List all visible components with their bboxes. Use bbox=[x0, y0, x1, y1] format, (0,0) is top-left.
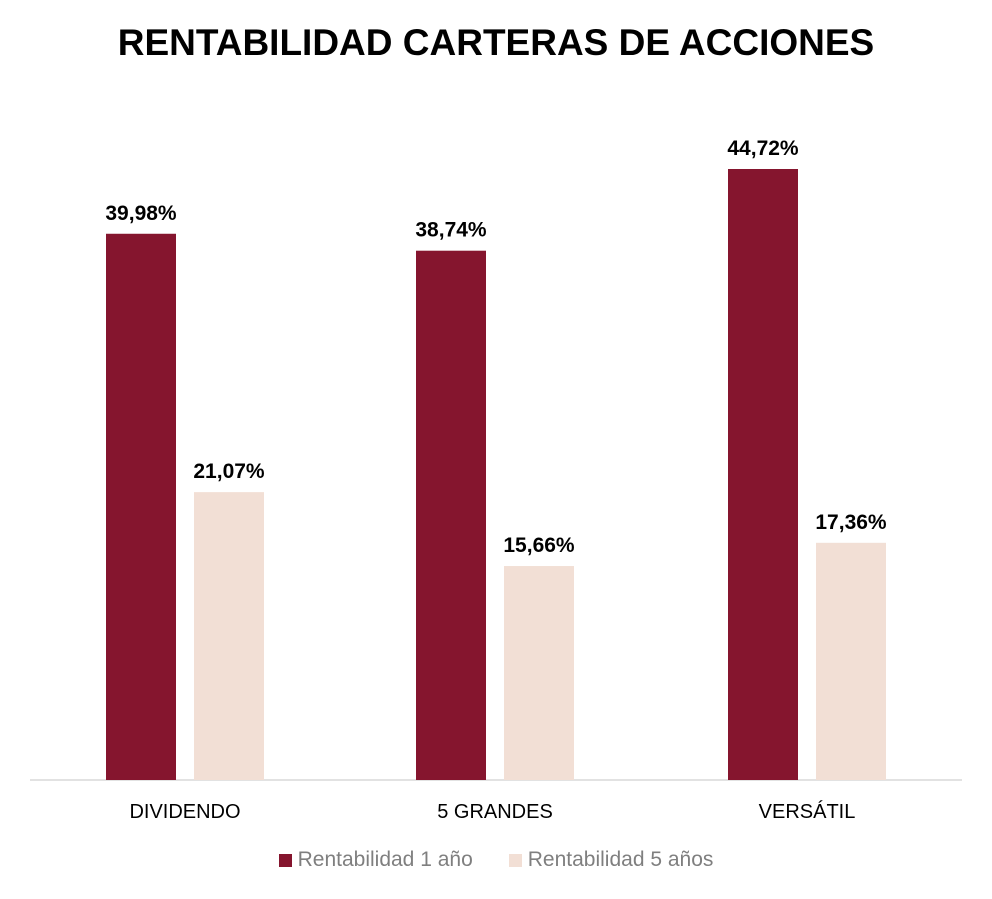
x-tick-label: VERSÁTIL bbox=[759, 800, 856, 823]
x-tick-label: 5 GRANDES bbox=[437, 801, 553, 823]
bar bbox=[194, 492, 264, 780]
bar bbox=[728, 169, 798, 780]
data-label: 38,74% bbox=[415, 219, 487, 242]
bar bbox=[504, 566, 574, 780]
bar bbox=[106, 233, 176, 781]
legend-swatch bbox=[278, 853, 292, 867]
data-label: 39,98% bbox=[105, 202, 177, 225]
bar bbox=[816, 542, 886, 780]
x-tick-label: DIVIDENDO bbox=[129, 801, 240, 823]
legend-label: Rentabilidad 1 año bbox=[297, 848, 473, 871]
data-label: 44,72% bbox=[727, 137, 799, 160]
legend-item-1y: Rentabilidad 1 año bbox=[278, 848, 473, 872]
bar bbox=[416, 250, 486, 780]
legend-swatch bbox=[508, 853, 522, 867]
legend-label: Rentabilidad 5 años bbox=[527, 848, 714, 871]
data-label: 21,07% bbox=[193, 460, 265, 483]
data-label: 15,66% bbox=[503, 534, 575, 557]
data-label: 17,36% bbox=[815, 511, 887, 534]
legend: Rentabilidad 1 año Rentabilidad 5 años bbox=[0, 848, 992, 872]
chart-title: RENTABILIDAD CARTERAS DE ACCIONES bbox=[117, 22, 875, 63]
legend-item-5y: Rentabilidad 5 años bbox=[508, 848, 714, 872]
